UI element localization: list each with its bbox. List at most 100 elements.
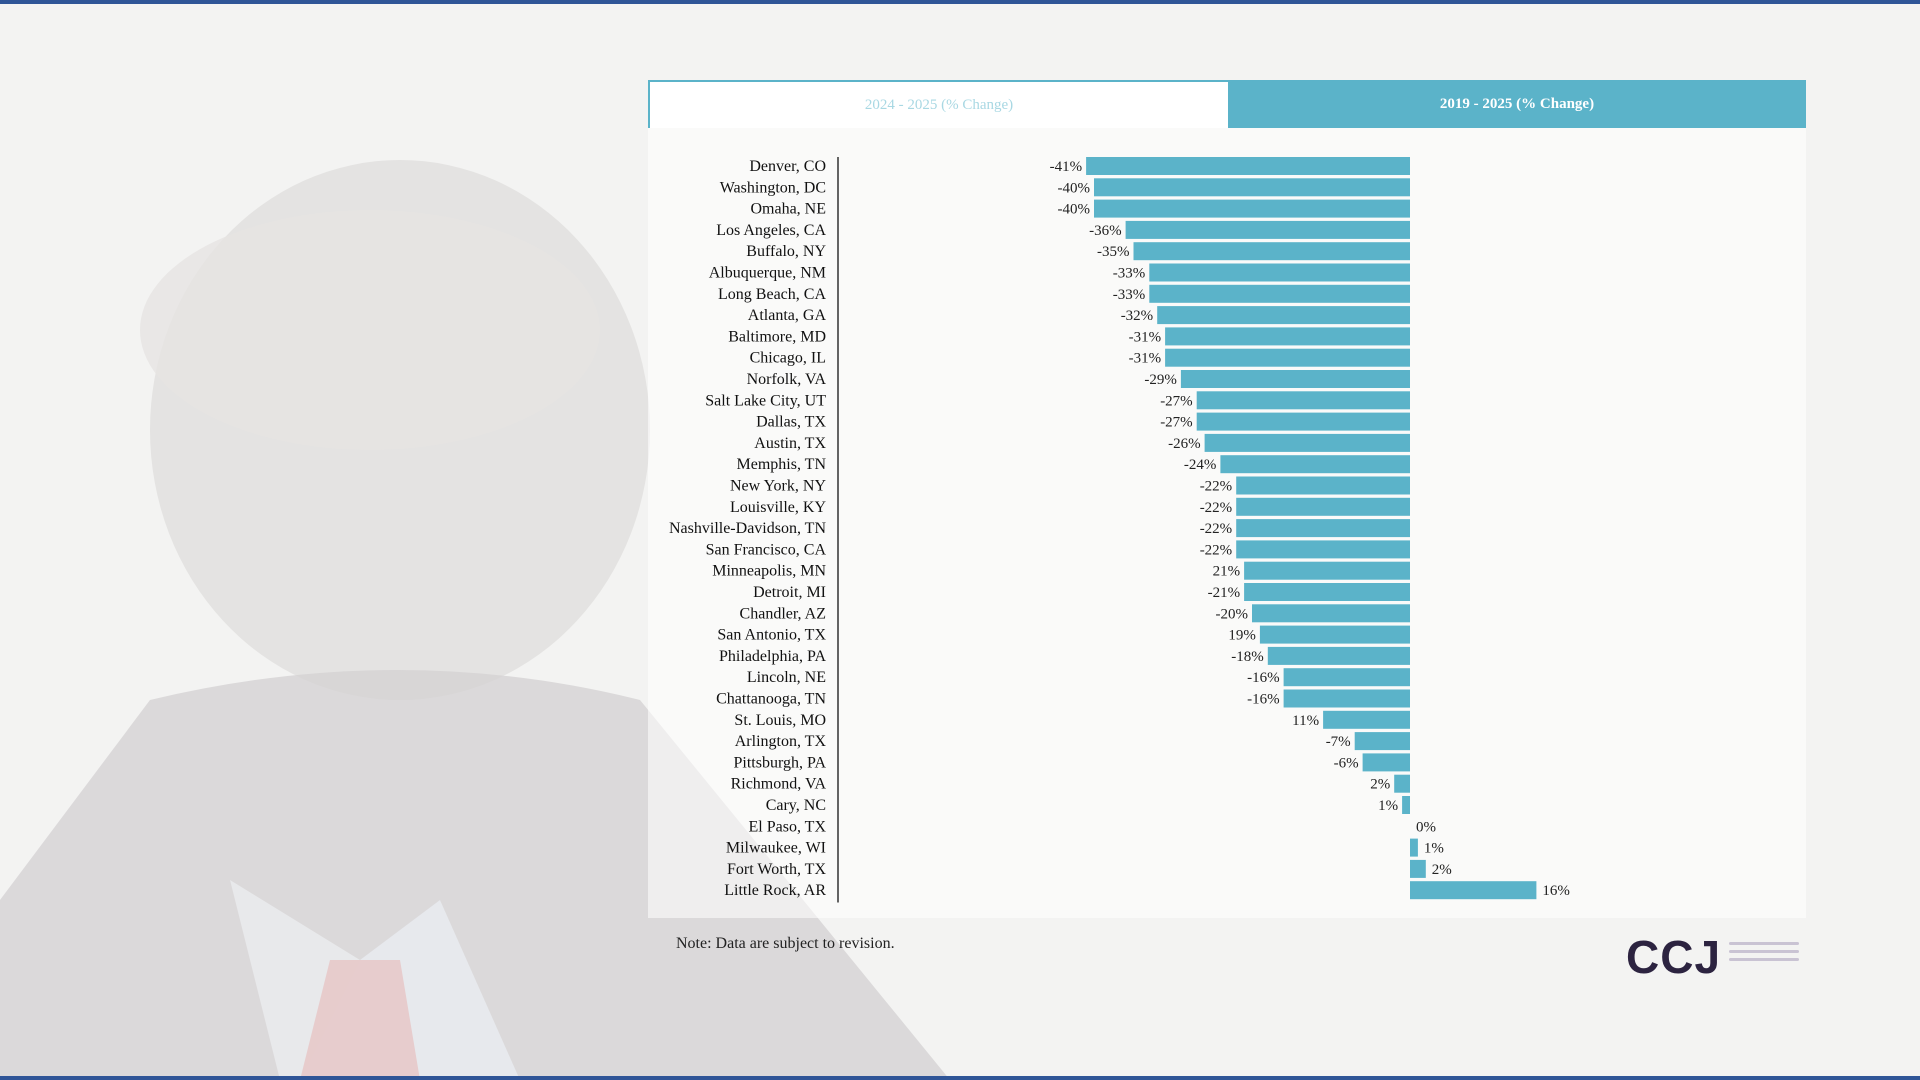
bar [1267, 646, 1410, 665]
bar [1149, 263, 1410, 282]
data-label: 1% [1424, 841, 1444, 857]
category-label: Los Angeles, CA [716, 222, 826, 239]
tab-2024-2025[interactable]: 2024 - 2025 (% Change) [648, 80, 1228, 128]
category-label: Chattanooga, TN [716, 691, 826, 708]
data-label: 19% [1228, 628, 1256, 644]
category-label: Nashville-Davidson, TN [669, 520, 826, 537]
category-label: Detroit, MI [753, 584, 826, 601]
data-label: -22% [1200, 521, 1233, 537]
category-label: San Antonio, TX [717, 627, 826, 644]
bar [1354, 732, 1410, 751]
data-label: -18% [1231, 649, 1264, 665]
data-label: -21% [1208, 585, 1241, 601]
bar [1410, 881, 1537, 900]
category-label: Norfolk, VA [747, 371, 827, 388]
data-label: -41% [1050, 159, 1083, 175]
category-label: Fort Worth, TX [727, 861, 826, 878]
bar [1196, 412, 1410, 431]
bar [1086, 157, 1410, 175]
top-frame-border [0, 0, 1920, 4]
category-label: Memphis, TN [737, 456, 827, 473]
category-label: El Paso, TX [749, 818, 827, 835]
bar [1165, 327, 1410, 346]
bar [1236, 540, 1410, 559]
period-toggle: 2024 - 2025 (% Change) 2019 - 2025 (% Ch… [648, 80, 1806, 128]
data-label: -32% [1121, 308, 1154, 324]
bar [1125, 220, 1410, 239]
data-label: -6% [1334, 755, 1359, 771]
bar [1204, 433, 1410, 452]
bar [1157, 306, 1410, 325]
data-label: -35% [1097, 244, 1130, 260]
logo-tagline-graphic [1729, 937, 1800, 977]
data-label: -40% [1058, 180, 1091, 196]
data-label: -22% [1200, 542, 1233, 558]
data-label: -27% [1160, 415, 1193, 431]
data-label: -16% [1247, 670, 1280, 686]
bar [1133, 242, 1410, 261]
data-label: -31% [1129, 351, 1162, 367]
bar [1244, 561, 1410, 580]
data-label: -26% [1168, 436, 1201, 452]
bar [1323, 710, 1410, 729]
bar [1394, 774, 1410, 793]
category-label: Omaha, NE [750, 201, 826, 218]
data-label: -40% [1058, 202, 1091, 218]
bar [1094, 178, 1410, 197]
bar [1244, 583, 1410, 601]
bar [1165, 348, 1410, 367]
category-label: St. Louis, MO [734, 712, 826, 729]
category-label: Philadelphia, PA [719, 648, 826, 665]
category-label: Buffalo, NY [746, 243, 826, 260]
category-label: Long Beach, CA [718, 286, 826, 303]
category-label: Milwaukee, WI [726, 840, 826, 857]
tab-2019-2025[interactable]: 2019 - 2025 (% Change) [1228, 80, 1806, 128]
bar [1094, 199, 1410, 218]
bar [1149, 284, 1410, 303]
bar [1236, 476, 1410, 495]
bar [1252, 604, 1410, 623]
bar [1220, 455, 1410, 474]
data-label: -29% [1144, 372, 1177, 388]
data-label: 2% [1432, 862, 1452, 878]
bar [1236, 497, 1410, 516]
category-label: Cary, NC [766, 797, 826, 814]
category-label: Dallas, TX [756, 414, 826, 431]
category-label: Albuquerque, NM [709, 265, 826, 282]
data-label: -33% [1113, 287, 1146, 303]
data-label: -7% [1326, 734, 1351, 750]
category-label: Little Rock, AR [724, 882, 826, 899]
data-label: -36% [1089, 223, 1122, 239]
category-label: Baltimore, MD [728, 328, 826, 345]
category-label: Atlanta, GA [748, 307, 827, 324]
data-label: -22% [1200, 479, 1233, 495]
data-label: -22% [1200, 500, 1233, 516]
category-label: Minneapolis, MN [712, 563, 826, 580]
bar [1283, 668, 1410, 687]
bar [1236, 519, 1410, 538]
bar [1410, 838, 1418, 857]
category-label: Pittsburgh, PA [734, 754, 827, 771]
data-label: -33% [1113, 266, 1146, 282]
data-label: 11% [1292, 713, 1319, 729]
data-label: -24% [1184, 457, 1217, 473]
logo-text: CCJ [1626, 931, 1722, 983]
category-label: Louisville, KY [730, 499, 826, 516]
category-label: Richmond, VA [731, 776, 827, 793]
data-label: 21% [1213, 564, 1241, 580]
data-label: 0% [1416, 819, 1436, 835]
bar [1196, 391, 1410, 410]
category-label: Arlington, TX [735, 733, 827, 750]
bar [1180, 370, 1410, 388]
data-label: -27% [1160, 393, 1193, 409]
category-label: Chandler, AZ [740, 605, 826, 622]
bar [1410, 859, 1426, 878]
category-label: Denver, CO [749, 158, 826, 175]
category-label: Lincoln, NE [747, 669, 826, 686]
category-label: Chicago, IL [750, 350, 826, 367]
data-label: -31% [1129, 329, 1162, 345]
category-label: San Francisco, CA [706, 541, 827, 558]
data-label: 2% [1370, 777, 1390, 793]
data-label: 16% [1542, 883, 1570, 899]
